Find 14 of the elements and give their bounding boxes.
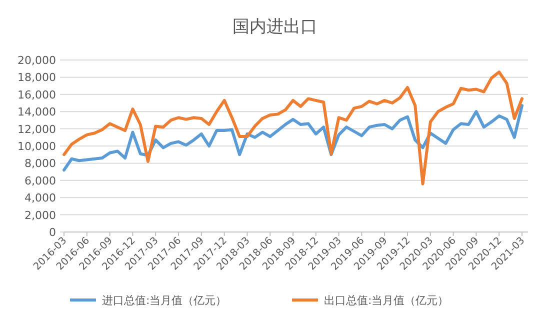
y-tick-label: 20,000 [18,54,56,67]
y-tick-label: 14,000 [18,106,56,119]
y-tick-label: 2,000 [24,208,56,222]
legend-label: 进口总值:当月值（亿元） [102,294,227,307]
y-tick-label: 12,000 [18,122,56,136]
y-tick-label: 8,000 [24,157,56,170]
y-tick-label: 0 [49,226,56,239]
y-tick-label: 18,000 [18,71,56,84]
y-tick-label: 4,000 [24,192,56,205]
y-tick-label: 16,000 [18,88,56,102]
legend-label: 出口总值:当月值（亿元） [324,294,449,307]
y-tick-label: 6,000 [24,174,56,188]
y-tick-label: 10,000 [18,140,56,153]
chart-title: 国内进出口 [232,17,318,37]
